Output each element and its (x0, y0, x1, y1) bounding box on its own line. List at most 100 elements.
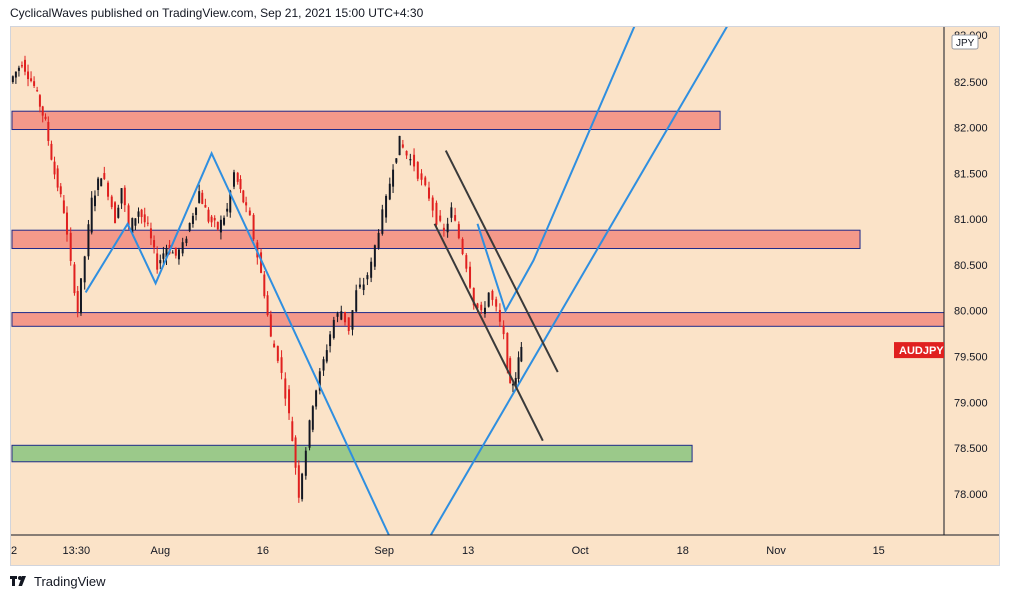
candle-98[interactable] (332, 316, 335, 340)
candle-25[interactable] (90, 191, 93, 235)
candle-23[interactable] (83, 255, 86, 290)
candle-41[interactable] (143, 207, 146, 228)
candle-43[interactable] (149, 222, 152, 246)
candle-108[interactable] (370, 257, 373, 283)
candle-142[interactable] (495, 296, 498, 312)
candle-135[interactable] (469, 261, 472, 289)
candle-64[interactable] (216, 221, 219, 231)
candle-112[interactable] (385, 194, 388, 223)
candle-28[interactable] (100, 177, 103, 187)
candle-82[interactable] (276, 345, 279, 364)
candle-70[interactable] (236, 171, 239, 185)
candle-0[interactable] (11, 75, 14, 84)
candle-88[interactable] (297, 460, 300, 503)
candle-58[interactable] (198, 184, 201, 204)
resistance-zone-1[interactable] (11, 229, 861, 250)
candle-78[interactable] (263, 271, 266, 299)
candle-140[interactable] (487, 292, 490, 308)
resistance-zone-0[interactable] (11, 110, 721, 131)
candle-115[interactable] (395, 158, 398, 164)
candle-136[interactable] (472, 287, 475, 310)
candle-38[interactable] (134, 218, 137, 231)
candle-96[interactable] (325, 344, 328, 364)
candle-139[interactable] (483, 301, 486, 318)
candle-53[interactable] (181, 237, 184, 257)
candle-17[interactable] (62, 195, 65, 214)
candle-133[interactable] (461, 237, 464, 256)
candle-93[interactable] (315, 389, 318, 410)
candle-67[interactable] (226, 202, 229, 217)
candle-89[interactable] (301, 472, 304, 502)
candle-141[interactable] (491, 289, 494, 306)
price-chart[interactable]: 78.000 78.500 79.000 79.500 80.000 80.500 81.0… (11, 27, 999, 565)
candle-21[interactable] (76, 285, 79, 318)
candle-145[interactable] (506, 332, 509, 374)
candle-111[interactable] (381, 204, 384, 236)
candle-75[interactable] (252, 213, 255, 242)
candle-103[interactable] (351, 310, 354, 336)
candle-123[interactable] (424, 175, 427, 187)
candle-40[interactable] (140, 208, 143, 224)
candle-47[interactable] (162, 246, 165, 265)
candle-84[interactable] (284, 372, 287, 406)
candle-92[interactable] (311, 405, 314, 433)
trend-line-0[interactable] (84, 150, 390, 536)
candle-91[interactable] (308, 419, 311, 451)
candle-2[interactable] (17, 65, 20, 77)
candle-101[interactable] (344, 311, 347, 326)
resistance-zone-2[interactable] (11, 312, 945, 327)
candle-117[interactable] (401, 139, 404, 149)
channel-line-1[interactable] (433, 223, 544, 442)
candle-66[interactable] (223, 215, 226, 226)
symbol-price-label[interactable]: AUDJPY (894, 342, 944, 359)
candle-61[interactable] (207, 207, 210, 224)
candle-69[interactable] (232, 169, 235, 190)
candle-20[interactable] (73, 262, 76, 296)
candle-1[interactable] (14, 71, 17, 84)
candle-65[interactable] (219, 215, 222, 240)
candle-81[interactable] (273, 340, 276, 348)
candle-128[interactable] (442, 223, 445, 237)
candle-146[interactable] (509, 356, 512, 384)
candle-87[interactable] (294, 435, 297, 475)
candle-105[interactable] (358, 277, 361, 289)
candle-116[interactable] (398, 135, 401, 156)
candle-97[interactable] (329, 331, 332, 353)
candle-4[interactable] (23, 55, 26, 76)
candle-134[interactable] (465, 253, 468, 273)
candle-57[interactable] (195, 207, 198, 221)
candle-86[interactable] (291, 416, 294, 442)
candle-18[interactable] (65, 206, 68, 242)
candle-3[interactable] (20, 61, 23, 69)
candle-72[interactable] (242, 189, 245, 204)
candle-46[interactable] (159, 254, 162, 270)
candle-120[interactable] (413, 148, 416, 172)
candle-143[interactable] (498, 303, 501, 327)
candle-22[interactable] (79, 278, 82, 316)
candle-5[interactable] (27, 64, 30, 87)
candle-19[interactable] (69, 227, 72, 266)
candle-99[interactable] (336, 311, 339, 323)
candle-50[interactable] (171, 250, 174, 254)
candle-60[interactable] (204, 198, 207, 208)
candle-62[interactable] (210, 214, 213, 227)
candle-42[interactable] (146, 216, 149, 227)
candle-7[interactable] (33, 76, 36, 88)
candle-10[interactable] (41, 105, 44, 123)
candle-54[interactable] (185, 236, 188, 247)
candle-114[interactable] (392, 164, 395, 193)
candle-14[interactable] (53, 156, 56, 180)
trend-line-1[interactable] (429, 27, 730, 536)
candle-138[interactable] (480, 301, 483, 315)
candle-131[interactable] (454, 207, 457, 222)
candle-130[interactable] (450, 202, 453, 223)
trend-line-2[interactable] (476, 27, 637, 314)
chart-frame[interactable]: 78.000 78.500 79.000 79.500 80.000 80.500 81.0… (10, 26, 1000, 566)
candle-39[interactable] (137, 207, 140, 224)
candle-74[interactable] (248, 207, 251, 216)
candle-150[interactable] (520, 342, 523, 363)
candle-109[interactable] (373, 244, 376, 270)
candle-34[interactable] (120, 188, 123, 209)
candle-113[interactable] (388, 177, 391, 201)
candle-31[interactable] (110, 194, 113, 210)
